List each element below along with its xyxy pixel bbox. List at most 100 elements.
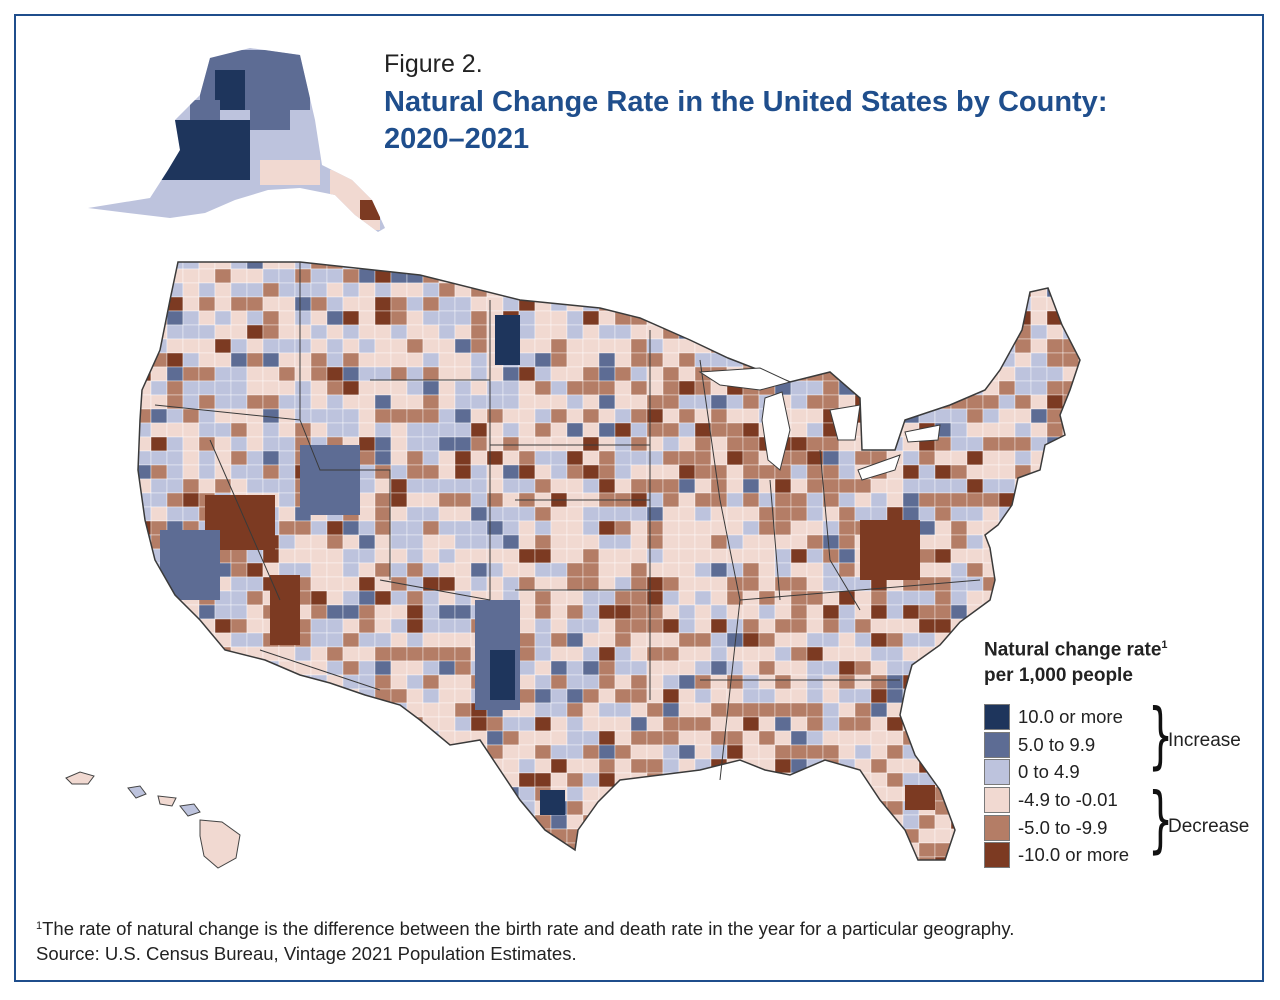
county-cell (742, 534, 760, 550)
county-cell (358, 436, 376, 452)
county-cell (806, 828, 824, 844)
county-cell (902, 758, 920, 774)
county-cell (534, 506, 552, 522)
county-cell (598, 772, 616, 788)
county-cell (138, 576, 152, 592)
county-cell (630, 562, 648, 578)
county-cell (470, 562, 488, 578)
county-cell (934, 464, 952, 480)
county-cell (166, 674, 184, 690)
county-cell (678, 506, 696, 522)
county-cell (950, 674, 968, 690)
county-cell (406, 268, 424, 284)
county-cell (566, 730, 584, 746)
county-cell (358, 352, 376, 368)
legend-title-line2: per 1,000 people (984, 665, 1133, 687)
county-cell (262, 394, 280, 410)
county-cell (774, 576, 792, 592)
county-cell (550, 660, 568, 676)
county-cell (166, 408, 184, 424)
county-cell (598, 338, 616, 354)
county-cell (646, 828, 664, 844)
county-cell (918, 506, 936, 522)
county-cell (742, 828, 760, 844)
legend-item: 10.0 or more (984, 703, 1264, 731)
county-cell (886, 730, 904, 746)
county-cell (982, 422, 1000, 438)
county-cell (230, 352, 248, 368)
county-cell (822, 660, 840, 676)
county-cell (758, 324, 776, 340)
county-cell (534, 324, 552, 340)
county-cell (182, 324, 200, 340)
county-cell (358, 744, 376, 760)
county-cell (662, 450, 680, 466)
county-cell (534, 828, 552, 844)
county-cell (758, 674, 776, 690)
county-cell (470, 828, 488, 844)
county-cell (870, 660, 888, 676)
county-cell (358, 576, 376, 592)
county-cell (710, 786, 728, 802)
county-cell (694, 520, 712, 536)
county-cell (1046, 576, 1064, 592)
county-cell (678, 856, 696, 860)
county-cell (470, 786, 488, 802)
county-cell (902, 702, 920, 718)
county-cell (934, 338, 952, 354)
county-cell (502, 464, 520, 480)
county-cell (806, 688, 824, 704)
county-cell (310, 828, 328, 844)
county-cell (966, 534, 984, 550)
county-cell (710, 534, 728, 550)
county-cell (774, 744, 792, 760)
county-cell (438, 716, 456, 732)
county-cell (694, 296, 712, 312)
county-cell (390, 268, 408, 284)
county-cell (454, 688, 472, 704)
county-cell (710, 702, 728, 718)
county-cell (374, 366, 392, 382)
county-cell (646, 506, 664, 522)
county-cell (646, 716, 664, 732)
county-cell (182, 674, 200, 690)
county-cell (902, 352, 920, 368)
county-cell (534, 282, 552, 298)
county-cell (918, 604, 936, 620)
county-cell (902, 268, 920, 284)
county-cell (454, 800, 472, 816)
county-cell (1014, 366, 1032, 382)
county-cell (182, 646, 200, 662)
county-cell (278, 436, 296, 452)
county-cell (182, 310, 200, 326)
county-cell (342, 310, 360, 326)
county-cell (1030, 408, 1048, 424)
county-cell (438, 520, 456, 536)
county-cell (438, 296, 456, 312)
county-cell (534, 674, 552, 690)
county-cell (390, 548, 408, 564)
county-cell (138, 282, 152, 298)
county-cell (806, 548, 824, 564)
county-cell (742, 772, 760, 788)
county-cell (150, 758, 168, 774)
county-cell (966, 562, 984, 578)
county-cell (1014, 450, 1032, 466)
county-cell (138, 422, 152, 438)
county-cell (502, 800, 520, 816)
county-cell (406, 562, 424, 578)
county-cell (662, 310, 680, 326)
county-cell (182, 296, 200, 312)
county-cell (614, 534, 632, 550)
county-cell (662, 492, 680, 508)
county-cell (886, 262, 904, 270)
county-cell (1078, 436, 1080, 452)
county-cell (390, 842, 408, 858)
county-cell (870, 478, 888, 494)
county-cell (358, 310, 376, 326)
county-cell (550, 268, 568, 284)
county-cell (646, 338, 664, 354)
county-cell (358, 674, 376, 690)
county-cell (886, 324, 904, 340)
county-cell (806, 646, 824, 662)
